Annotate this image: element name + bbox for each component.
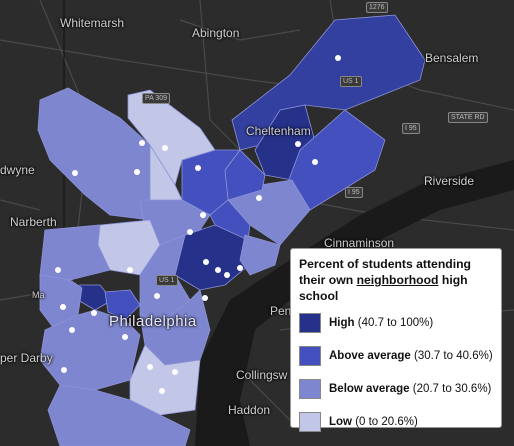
legend-item-above: Above average (30.7 to 40.6%) — [299, 346, 493, 366]
place-label-cinnaminson: Cinnaminson — [324, 236, 395, 250]
region-port-richmond — [239, 234, 281, 276]
legend-title-underlined: neighborhood — [356, 273, 439, 287]
place-label-abington: Abington — [192, 26, 240, 40]
legend-label-above: Above average (30.7 to 40.6%) — [329, 350, 493, 362]
school-dot — [335, 55, 341, 61]
legend-label-high: High (40.7 to 100%) — [329, 317, 434, 329]
place-label-riverside: Riverside — [424, 174, 475, 188]
school-dot — [60, 304, 66, 310]
school-dot — [215, 267, 221, 273]
school-dot — [154, 293, 160, 299]
highway-shield-us1-south: US 1 — [156, 275, 178, 286]
region-west-upper — [39, 224, 111, 281]
school-dot — [69, 327, 75, 333]
school-dot — [237, 265, 243, 271]
place-label-bensalem: Bensalem — [425, 51, 479, 65]
school-dot — [91, 310, 97, 316]
school-dot — [55, 267, 61, 273]
legend-label-below: Below average (20.7 to 30.6%) — [329, 383, 492, 395]
legend-title-text: Percent of students attending their own — [299, 257, 471, 287]
school-dot — [224, 272, 230, 278]
legend-item-below: Below average (20.7 to 30.6%) — [299, 379, 493, 399]
school-dot — [187, 229, 193, 235]
school-dot — [139, 140, 145, 146]
highway-shield-us1: US 1 — [340, 76, 362, 87]
place-label-whitemarsh: Whitemarsh — [60, 16, 125, 30]
legend-title: Percent of students attending their own … — [299, 256, 493, 304]
school-dot — [200, 212, 206, 218]
school-dot — [202, 295, 208, 301]
neighborhood-regions — [37, 14, 426, 446]
school-dot — [72, 170, 78, 176]
highway-shield-pa309: PA 309 — [142, 93, 171, 104]
place-label-collingswood: Collingsw — [236, 368, 288, 382]
legend-label-low: Low (0 to 20.6%) — [329, 416, 418, 428]
legend-swatch-below — [299, 379, 321, 399]
school-dot — [256, 195, 262, 201]
school-dot — [61, 367, 67, 373]
legend-swatch-above — [299, 346, 321, 366]
region-west-philly-b — [104, 289, 141, 321]
highway-shield-i95: I 95 — [402, 123, 420, 134]
highway-shield-state-rd: STATE RD — [448, 112, 488, 123]
legend-swatch-high — [299, 313, 321, 333]
school-dot — [134, 169, 140, 175]
legend-item-low: Low (0 to 20.6%) — [299, 412, 493, 432]
school-markers — [55, 55, 341, 394]
school-dot — [162, 145, 168, 151]
school-dot — [122, 334, 128, 340]
school-dot — [172, 369, 178, 375]
school-dot — [147, 364, 153, 370]
river — [195, 160, 514, 446]
school-dot — [195, 165, 201, 171]
school-dot — [203, 259, 209, 265]
school-dot — [159, 388, 165, 394]
school-dot — [127, 267, 133, 273]
school-dot — [312, 159, 318, 165]
region-chestnut-hill — [127, 89, 216, 196]
map-legend: Percent of students attending their own … — [290, 248, 502, 432]
legend-swatch-low — [299, 412, 321, 432]
place-label-wynne: dwyne — [0, 163, 35, 177]
highway-shield-i95-south: I 95 — [345, 187, 363, 198]
place-label-darby: per Darby — [0, 351, 53, 365]
place-label-philadelphia: Philadelphia — [109, 313, 197, 330]
school-dot — [295, 141, 301, 147]
place-label-narberth: Narberth — [10, 215, 57, 229]
place-label-haddon: Haddon — [228, 403, 271, 417]
legend-title-suffix: high school — [299, 273, 468, 303]
place-label-cheltenham: Cheltenham — [246, 124, 311, 138]
highway-shield-1276: 1276 — [366, 2, 388, 13]
region-airport — [47, 384, 191, 446]
region-frankford — [209, 199, 251, 241]
place-label-merion: Ma — [32, 290, 45, 300]
legend-item-high: High (40.7 to 100%) — [299, 313, 493, 333]
